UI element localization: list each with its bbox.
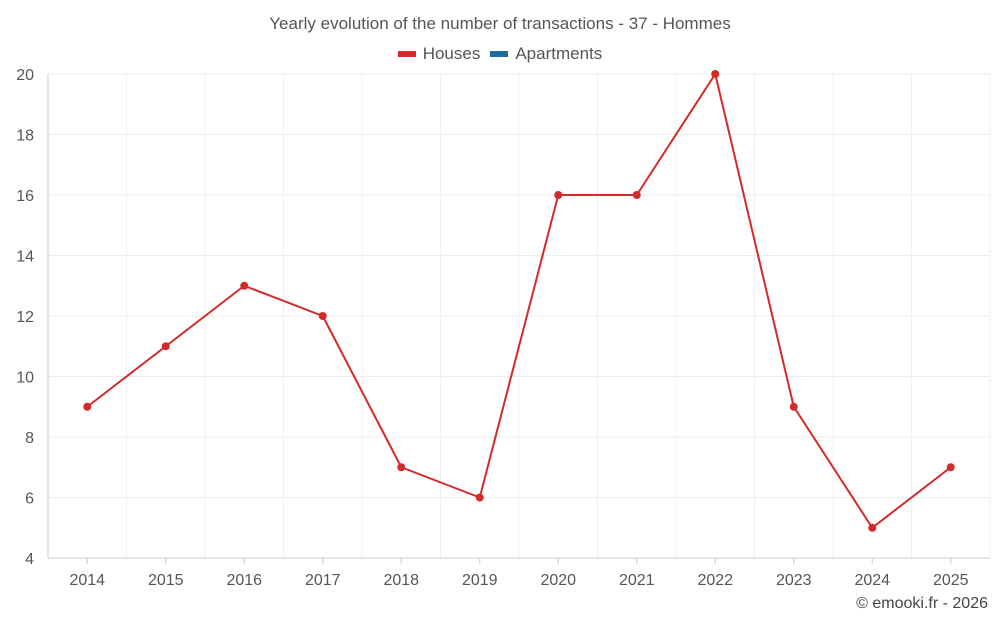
y-tick-label: 10 bbox=[16, 370, 34, 387]
legend-item-houses[interactable]: Houses bbox=[397, 44, 481, 64]
credit-text: © emooki.fr - 2026 bbox=[856, 595, 988, 612]
data-point-houses-2014[interactable] bbox=[83, 402, 92, 411]
x-tick-label: 2020 bbox=[540, 572, 576, 589]
x-tick-label: 2018 bbox=[383, 572, 419, 589]
y-tick-label: 8 bbox=[25, 430, 34, 447]
x-tick-label: 2016 bbox=[226, 572, 262, 589]
data-point-houses-2024[interactable] bbox=[868, 523, 877, 532]
data-point-houses-2016[interactable] bbox=[240, 281, 249, 290]
x-tick-label: 2017 bbox=[305, 572, 341, 589]
y-tick-label: 16 bbox=[16, 188, 34, 205]
grid-lines bbox=[47, 73, 991, 559]
y-tick-label: 14 bbox=[16, 249, 34, 266]
legend: Houses Apartments bbox=[0, 44, 1000, 64]
data-point-houses-2022[interactable] bbox=[711, 70, 720, 78]
y-tick-label: 4 bbox=[25, 551, 34, 568]
series-layer bbox=[83, 70, 955, 532]
x-tick-label: 2015 bbox=[148, 572, 184, 589]
data-point-houses-2025[interactable] bbox=[946, 463, 955, 472]
data-point-houses-2023[interactable] bbox=[789, 402, 798, 411]
legend-label-apartments: Apartments bbox=[515, 44, 603, 63]
legend-label-houses: Houses bbox=[422, 44, 481, 63]
x-tick-label: 2023 bbox=[776, 572, 812, 589]
data-point-houses-2020[interactable] bbox=[554, 191, 563, 199]
data-point-houses-2017[interactable] bbox=[318, 312, 327, 320]
x-tick-label: 2024 bbox=[854, 572, 890, 589]
y-tick-label: 18 bbox=[16, 128, 34, 145]
legend-item-apartments[interactable]: Apartments bbox=[490, 44, 602, 64]
data-point-houses-2019[interactable] bbox=[475, 493, 484, 502]
chart-title: Yearly evolution of the number of transa… bbox=[269, 14, 731, 33]
data-point-houses-2018[interactable] bbox=[397, 463, 406, 472]
series-line-houses bbox=[86, 73, 952, 529]
y-tick-label: 12 bbox=[16, 309, 34, 326]
x-tick-label: 2025 bbox=[933, 572, 969, 589]
x-tick-label: 2022 bbox=[697, 572, 733, 589]
data-point-houses-2015[interactable] bbox=[161, 342, 170, 351]
legend-swatch-apartments bbox=[490, 51, 509, 57]
tick-labels: 4 6 8 10 12 14 16 18 20 2014 2015 2016 2017 2018 2019 2… bbox=[16, 67, 968, 589]
x-tick-label: 2014 bbox=[69, 572, 105, 589]
data-point-houses-2021[interactable] bbox=[632, 191, 641, 199]
x-tick-label: 2019 bbox=[462, 572, 498, 589]
x-tick-label: 2021 bbox=[619, 572, 655, 589]
y-tick-label: 6 bbox=[25, 491, 34, 508]
y-tick-label: 20 bbox=[16, 67, 34, 84]
axes bbox=[47, 74, 990, 564]
legend-swatch-houses bbox=[397, 51, 416, 57]
